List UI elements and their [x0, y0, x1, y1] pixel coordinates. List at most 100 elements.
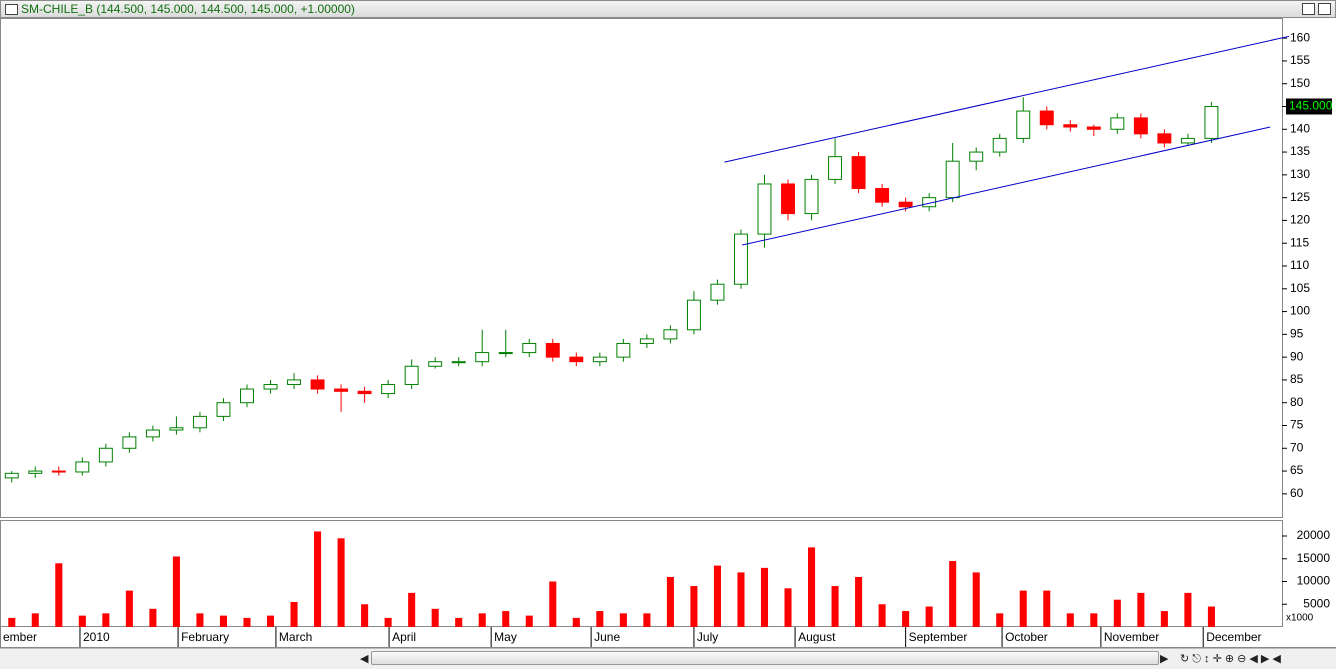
- x-tick-label: May: [494, 630, 517, 644]
- x-tick-label: July: [697, 630, 718, 644]
- candle-body: [1180, 137, 1195, 144]
- volume-bar: [643, 613, 651, 627]
- volume-bar: [713, 565, 721, 627]
- volume-bar: [78, 615, 86, 627]
- y-tick-label: 110: [1290, 258, 1309, 272]
- y-tick-label: 85: [1290, 372, 1304, 386]
- x-tick-label: 2010: [83, 630, 110, 644]
- x-tick-label: February: [181, 630, 229, 644]
- y-tick-label: 100: [1290, 304, 1310, 318]
- volume-bar: [125, 590, 133, 627]
- volume-bar: [219, 615, 227, 627]
- close-button[interactable]: [1318, 3, 1331, 15]
- x-tick-label: November: [1104, 630, 1159, 644]
- volume-bar: [431, 608, 439, 627]
- volume-bar: [1137, 592, 1145, 627]
- candle-body: [545, 342, 560, 358]
- volume-bar: [502, 611, 510, 627]
- x-tick-label: December: [1206, 630, 1261, 644]
- volume-bar: [666, 576, 674, 627]
- candle-body: [1133, 117, 1148, 135]
- y-tick-label: 115: [1290, 235, 1309, 249]
- volume-bar: [619, 613, 627, 627]
- x-tick-label: September: [909, 630, 968, 644]
- candle-body: [851, 156, 866, 190]
- volume-bar: [737, 572, 745, 627]
- last-price-box: [1286, 98, 1332, 115]
- volume-bar: [478, 613, 486, 627]
- candle-body: [992, 137, 1007, 153]
- volume-bar: [1160, 611, 1168, 627]
- volume-bar: [855, 576, 863, 627]
- volume-bar: [314, 531, 322, 627]
- candle-body: [310, 379, 325, 390]
- scrollbar[interactable]: ◀ ▶ ↻ ⎋ ↕ ✛ ⊕ ⊖ ◀ ▶ ◀: [0, 648, 1336, 669]
- candle-body: [498, 352, 513, 355]
- volume-bar: [690, 586, 698, 627]
- y-tick-label: 15000: [1297, 551, 1331, 565]
- volume-bar: [996, 613, 1004, 627]
- candle-body: [945, 160, 960, 199]
- y-tick-label: 90: [1290, 349, 1304, 363]
- y-tick-label: 150: [1290, 76, 1310, 90]
- candle-body: [192, 415, 207, 429]
- y-tick-label: 10000: [1297, 574, 1331, 588]
- chart: 60 65 70 75 80 85 90 95 100 105 110 115 120 125 130 135…: [0, 18, 1336, 648]
- volume-bar: [361, 604, 369, 627]
- volume-bar: [337, 538, 345, 627]
- volume-bar: [102, 613, 110, 627]
- candle-body: [875, 188, 890, 203]
- candle-body: [663, 329, 678, 340]
- candle-body: [240, 388, 254, 404]
- volume-bar: [878, 604, 886, 627]
- window-title: SM-CHILE_B (144.500, 145.000, 144.500, 1…: [21, 2, 355, 16]
- volume-bar: [1090, 613, 1098, 627]
- candle-body: [1157, 133, 1172, 144]
- y-tick-label: 95: [1290, 327, 1304, 341]
- last-price-label: 145.000: [1289, 99, 1333, 113]
- candle-body: [287, 379, 302, 385]
- candle-body: [969, 151, 984, 162]
- y-tick-label: 135: [1290, 144, 1310, 158]
- candle-body: [98, 447, 113, 463]
- restore-button[interactable]: [1302, 3, 1315, 15]
- volume-bar: [831, 586, 839, 627]
- volume-bar: [949, 561, 957, 627]
- candle-body: [428, 361, 443, 367]
- candle-body: [592, 356, 607, 363]
- candle-body: [28, 470, 43, 474]
- scroll-right[interactable]: ▶: [1160, 653, 1169, 665]
- volume-bar: [1184, 592, 1192, 627]
- axis-note: x1000: [1286, 613, 1314, 624]
- volume-bar: [8, 617, 16, 627]
- volume-bar: [525, 615, 533, 627]
- toolbar-icons[interactable]: ↻ ⎋ ↕ ✛ ⊕ ⊖ ◀ ▶ ◀: [1180, 653, 1281, 665]
- title-bar: SM-CHILE_B (144.500, 145.000, 144.500, 1…: [0, 0, 1336, 18]
- y-tick-label: 75: [1290, 418, 1304, 432]
- volume-bar: [31, 613, 39, 627]
- y-tick-label: 130: [1290, 167, 1310, 181]
- scroll-thumb[interactable]: [371, 651, 1159, 665]
- candle-body: [451, 361, 466, 364]
- scroll-left[interactable]: ◀: [360, 653, 369, 665]
- y-tick-label: 155: [1290, 53, 1310, 67]
- volume-bar: [149, 608, 157, 627]
- candle-body: [475, 352, 490, 363]
- candle-body: [75, 461, 90, 473]
- candle-body: [357, 390, 372, 395]
- trend-line: [724, 35, 1290, 163]
- candle-body: [263, 383, 278, 390]
- volume-bar: [925, 606, 933, 627]
- candle-body: [169, 427, 184, 431]
- y-tick-label: 125: [1290, 190, 1310, 204]
- candle-body: [734, 233, 748, 285]
- volume-bar: [1207, 606, 1215, 627]
- candle-body: [1063, 124, 1078, 128]
- volume-bar: [408, 592, 416, 627]
- x-tick-label: October: [1005, 630, 1048, 644]
- candle-body: [122, 436, 137, 449]
- candle-body: [522, 342, 537, 354]
- candle-body: [1204, 105, 1219, 139]
- volume-bar: [1043, 590, 1051, 627]
- candle-body: [616, 342, 631, 358]
